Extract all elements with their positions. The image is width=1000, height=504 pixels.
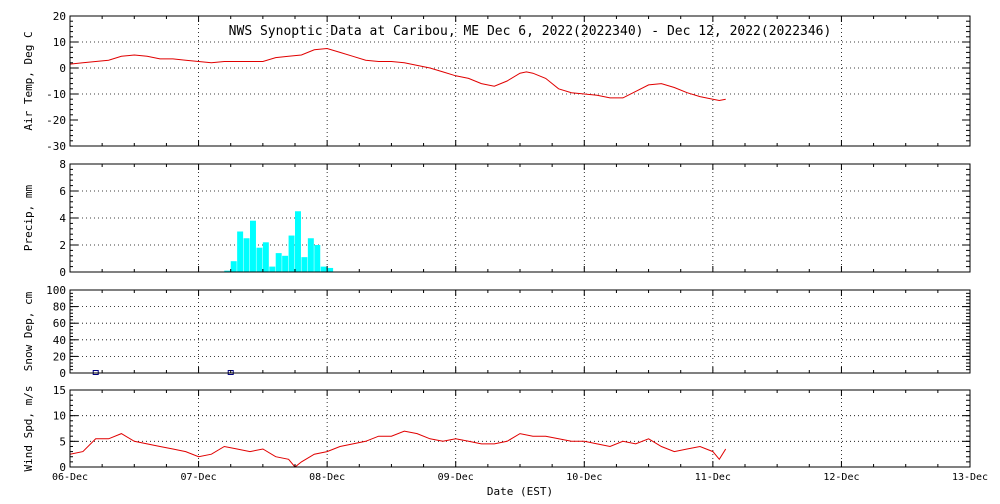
panel-air-temp: -30 -20 -10 0 10 20 Air Temp, Deg C	[22, 10, 971, 153]
y-axis-label-air-temp: Air Temp, Deg C	[22, 31, 35, 130]
y-tick-label: 5	[59, 435, 66, 448]
precip-bar	[243, 238, 250, 272]
precip-bar	[288, 235, 295, 272]
y-axis-label-wind-speed: Wind Spd, m/s	[22, 385, 35, 471]
y-tick-label: 20	[53, 350, 66, 363]
precip-bar	[275, 253, 282, 272]
y-tick-label: 20	[53, 10, 66, 23]
x-tick-label: 11-Dec	[695, 472, 731, 483]
y-tick-label: 40	[53, 334, 66, 347]
x-axis-label: Date (EST)	[487, 485, 553, 498]
panel-snow-depth: 0 20 40 60 80 100 Snow Dep, cm	[22, 284, 971, 380]
y-tick-label: -20	[46, 114, 66, 127]
panel-precip: 0 2 4 6 8 Precip, mm	[22, 158, 971, 279]
y-tick-label: 4	[59, 212, 66, 225]
chart-title: NWS Synoptic Data at Caribou, ME Dec 6, …	[229, 24, 832, 39]
precip-bar	[262, 242, 269, 272]
precip-bar	[256, 247, 263, 272]
y-axis-label-precip: Precip, mm	[22, 185, 35, 252]
x-tick-label: 13-Dec	[952, 472, 988, 483]
y-tick-label: -10	[46, 88, 66, 101]
y-tick-label: 2	[59, 239, 66, 252]
precip-bar	[224, 270, 231, 272]
x-tick-label: 12-Dec	[823, 472, 859, 483]
y-tick-label: 6	[59, 185, 66, 198]
x-tick-label: 10-Dec	[566, 472, 602, 483]
series-line-air-temp	[69, 47, 726, 102]
y-tick-label: 60	[53, 317, 66, 330]
x-tick-label: 07-Dec	[181, 472, 217, 483]
x-tick-label: 08-Dec	[309, 472, 345, 483]
y-tick-label: 0	[59, 367, 66, 380]
panel-wind-speed: 0 5 10 15 Wind Spd, m/s	[22, 384, 971, 474]
precip-bar	[230, 261, 237, 272]
y-tick-label: 15	[53, 384, 66, 397]
panel-frame	[69, 289, 971, 374]
y-tick-label: 80	[53, 301, 66, 314]
y-tick-label: 0	[59, 266, 66, 279]
precip-bar	[307, 238, 314, 272]
precip-bar	[320, 266, 327, 272]
y-tick-label: 8	[59, 158, 66, 171]
precip-bar	[250, 220, 256, 272]
precip-bar	[269, 266, 276, 272]
y-tick-label: 10	[53, 36, 66, 49]
series-line-wind-speed	[69, 430, 727, 468]
x-tick-label: 09-Dec	[438, 472, 474, 483]
precip-bar	[301, 257, 308, 272]
precip-bar	[314, 245, 321, 272]
y-tick-label: 10	[53, 410, 66, 423]
y-tick-label: 0	[59, 62, 66, 75]
precip-bar	[295, 211, 301, 272]
y-axis-label-snow-depth: Snow Dep, cm	[22, 291, 35, 371]
precip-bar	[282, 255, 289, 272]
y-tick-label: -30	[46, 140, 66, 153]
precip-bar	[237, 231, 244, 272]
x-tick-label: 06-Dec	[52, 472, 88, 483]
y-tick-label: 0	[59, 461, 66, 474]
y-tick-label: 100	[46, 284, 66, 297]
precip-bar	[327, 267, 334, 272]
